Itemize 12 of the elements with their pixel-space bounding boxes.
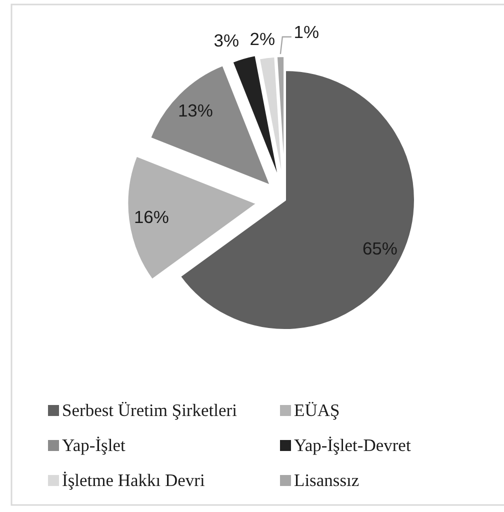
legend-label: Serbest Üretim Şirketleri (62, 400, 238, 420)
legend-label: Yap-İşlet-Devret (294, 435, 411, 455)
legend-label: Yap-İşlet (62, 435, 126, 455)
legend-label: İşletme Hakkı Devri (62, 470, 206, 490)
data-label: 65% (362, 238, 398, 258)
data-label: 1% (294, 22, 320, 42)
legend-label: Lisanssız (294, 470, 360, 490)
data-label: 13% (178, 100, 213, 120)
data-label: 16% (134, 206, 169, 227)
data-label: 3% (214, 30, 240, 50)
legend-label: EÜAŞ (294, 400, 340, 420)
data-label: 2% (250, 29, 276, 50)
